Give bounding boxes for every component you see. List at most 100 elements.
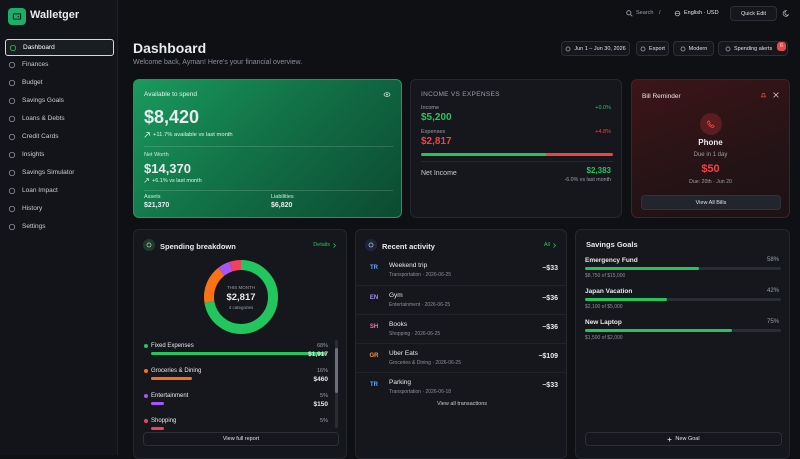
transaction-meta: Shopping · 2026-06-25 [389, 331, 441, 337]
net-label: Net Income [421, 170, 457, 177]
trend-icon [144, 178, 149, 183]
expenses-change: +4.8% [595, 129, 611, 135]
goal-name: New Laptop [585, 319, 622, 326]
divider [144, 146, 393, 147]
income-expenses-card: INCOME VS EXPENSES Income +0.0% $5,200 Expen… [410, 79, 622, 218]
expenses-bar [545, 153, 613, 156]
nav-item[interactable]: Loan Impact [5, 183, 114, 200]
category-percent: 5% [320, 418, 328, 424]
card-title: Recent activity [382, 242, 435, 251]
category-amount: $150 [313, 401, 328, 408]
goal-name: Japan Vacation [585, 288, 633, 295]
view-all-bills[interactable]: View All Bills [641, 195, 781, 210]
transaction-name: Books [389, 321, 408, 328]
liabilities: $6,820 [271, 202, 293, 209]
goal-bar [585, 267, 699, 270]
category-name: Shopping [151, 418, 177, 424]
quick-edit[interactable]: Quick Edit [730, 6, 777, 21]
all-link[interactable]: All [543, 242, 550, 248]
transaction-meta: Transportation · 2026-06-25 [389, 272, 452, 278]
goal-progress: $1,500 of $2,000 [585, 335, 623, 341]
nav-item[interactable]: Dashboard [5, 39, 114, 56]
transaction-name: Gym [389, 292, 403, 299]
nav-item[interactable]: Finances [5, 57, 114, 74]
view-full-report[interactable]: View full report [143, 432, 339, 446]
category-percent: 16% [316, 368, 328, 374]
transaction-amount: −$36 [542, 324, 558, 331]
locale[interactable]: English · USD [684, 10, 719, 16]
spending-alerts-label: Spending alerts [734, 45, 773, 52]
nav-item[interactable]: Loans & Debts [5, 111, 114, 128]
spending-alerts-button[interactable]: Spending alerts [718, 41, 788, 56]
net-change: -6.0% vs last month [564, 177, 611, 183]
transaction-initials: TR [370, 265, 378, 271]
sidebar: Walletger Dashboard Finances Budget Savings … [0, 0, 118, 455]
transaction-name: Parking [389, 379, 412, 386]
view-all-transactions[interactable]: View all transactions [436, 401, 488, 407]
details-link[interactable]: Details [313, 242, 330, 248]
divider [421, 161, 613, 162]
transaction-row[interactable]: TR Weekend trip Transportation · 2026-06-2… [356, 256, 566, 284]
nav-item[interactable]: History [5, 201, 114, 218]
date-range-button[interactable]: Jun 1 – Jun 30, 2026 [561, 41, 630, 56]
nav-item[interactable]: Settings [5, 219, 114, 236]
transaction-row[interactable]: EN Gym Entertainment · 2026-06-25 −$36 [356, 285, 566, 313]
nav-item[interactable]: Insights [5, 147, 114, 164]
plus-icon [667, 437, 672, 441]
nav-item[interactable]: Savings Goals [5, 93, 114, 110]
brand: Walletger [30, 9, 80, 21]
export-button[interactable]: Export [636, 41, 669, 56]
nav-label: Settings [22, 223, 46, 230]
new-goal[interactable]: New Goal [585, 432, 782, 446]
income-change: +0.0% [595, 105, 611, 111]
donut-chart [204, 260, 278, 334]
divider [144, 190, 393, 191]
goal-percent: 58% [766, 257, 779, 263]
transaction-name: Uber Eats [389, 350, 418, 357]
transaction-row[interactable]: TR Parking Transportation · 2026-06-18 −$33 [356, 372, 566, 400]
transaction-amount: −$36 [542, 295, 558, 302]
nav-label: Budget [22, 79, 43, 86]
category-percent: 5% [320, 393, 328, 399]
transaction-amount: −$33 [542, 382, 558, 389]
card-title: Spending breakdown [160, 242, 236, 251]
bill-icon [700, 113, 722, 135]
goal-percent: 42% [766, 288, 779, 294]
card-glyph [368, 242, 374, 248]
transaction-initials: EN [369, 295, 379, 301]
transaction-initials: GR [369, 353, 379, 359]
theme-icon [680, 46, 686, 51]
alerts-badge: 6 [777, 42, 786, 51]
goal-progress: $8,750 of $15,000 [585, 273, 626, 279]
logo-glyph [12, 13, 22, 20]
close-icon [773, 92, 779, 98]
transaction-meta: Transportation · 2026-06-18 [389, 389, 452, 395]
income-label: Income [421, 105, 440, 111]
transaction-row[interactable]: GR Uber Eats Groceries & Dining · 2026-06-… [356, 343, 566, 371]
bill-due: Due in 1 day [693, 152, 728, 158]
bill-card: Bill Reminder Phone Due in 1 day $50 Due: 20… [631, 79, 790, 218]
nav-icon [8, 169, 16, 177]
nav-item[interactable]: Budget [5, 75, 114, 92]
spending-card: Spending breakdown Details THIS MONTH $2,81… [133, 229, 347, 459]
nav-item[interactable]: Credit Cards [5, 129, 114, 146]
card-title: Bill Reminder [642, 93, 681, 100]
nav-icon [8, 61, 16, 69]
nav-item[interactable]: Savings Simulator [5, 165, 114, 182]
transaction-meta: Entertainment · 2026-06-25 [389, 302, 451, 308]
donut-center-label: THIS MONTH [227, 285, 255, 290]
transaction-amount: −$33 [542, 265, 558, 272]
category-bar [151, 352, 326, 355]
theme-button[interactable]: Modern [673, 41, 714, 56]
search[interactable]: Search [636, 10, 654, 16]
card-icon [365, 239, 377, 251]
transaction-amount: −$109 [538, 353, 558, 360]
legend-dot [144, 369, 148, 373]
category-name: Fixed Expenses [151, 343, 194, 349]
net-amount: $2,383 [586, 166, 611, 175]
donut-total: $2,817 [226, 292, 256, 303]
transaction-row[interactable]: SH Books Shopping · 2026-06-25 −$36 [356, 314, 566, 342]
page-title: Dashboard [133, 40, 207, 56]
phone-glyph [707, 120, 715, 128]
category-bar [151, 427, 164, 430]
